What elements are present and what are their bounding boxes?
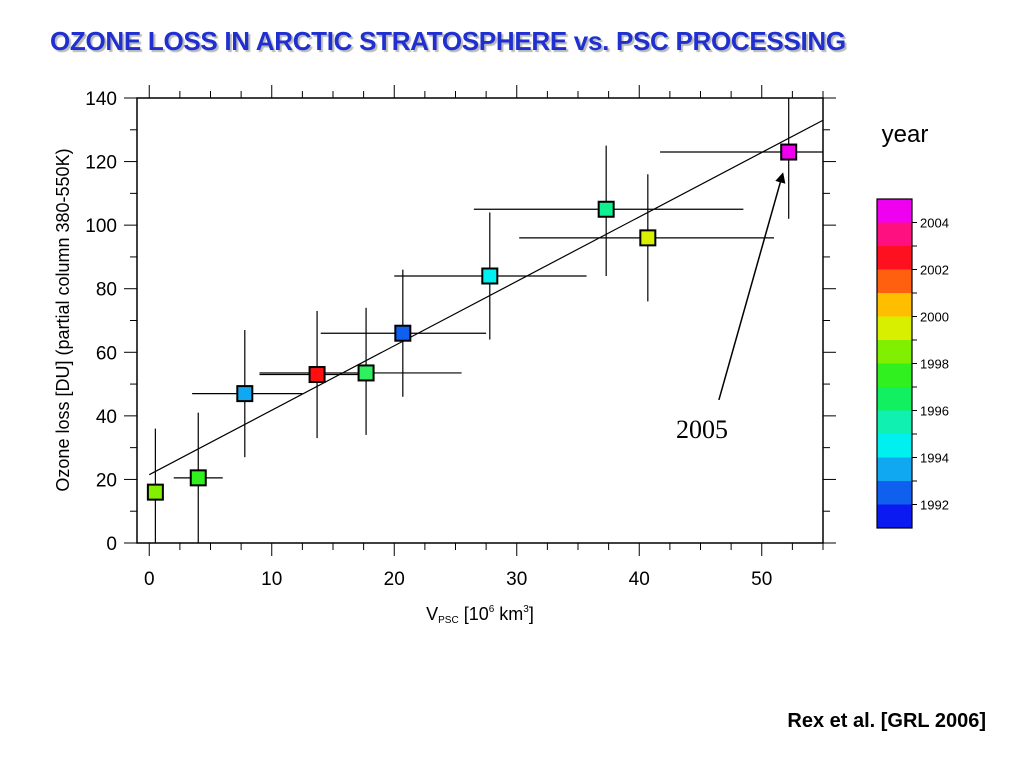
colorbar-label: 2004 xyxy=(920,216,949,231)
x-label-close: ] xyxy=(529,604,534,624)
y-tick-label: 60 xyxy=(96,343,117,364)
colorbar-segment xyxy=(877,410,912,434)
colorbar-segment xyxy=(877,199,912,223)
x-label-sub: PSC xyxy=(438,615,459,626)
regression-line xyxy=(148,119,824,476)
axis-ticks xyxy=(124,85,836,556)
y-tick-label: 100 xyxy=(85,216,117,237)
colorbar-segment xyxy=(877,340,912,364)
annotation-2005: 2005 xyxy=(676,415,728,444)
colorbar-label: 2002 xyxy=(920,263,949,278)
error-bars xyxy=(154,98,823,543)
y-axis-label: Ozone loss [DU] (partial column 380-550K… xyxy=(53,148,73,491)
data-point xyxy=(236,385,254,403)
colorbar-segment xyxy=(877,222,912,246)
colorbar-segment xyxy=(877,316,912,340)
y-tick-label: 120 xyxy=(85,153,117,174)
x-label-unit-exp: 3 xyxy=(523,604,529,615)
colorbar-segment xyxy=(877,293,912,317)
slide-title: OZONE LOSS IN ARCTIC STRATOSPHERE vs. PS… xyxy=(50,26,846,56)
colorbar-label: 1998 xyxy=(920,357,949,372)
y-tick-label: 40 xyxy=(96,407,117,428)
colorbar-segment xyxy=(877,269,912,293)
citation: Rex et al. [GRL 2006] xyxy=(787,710,986,732)
colorbar-label: 1994 xyxy=(920,451,949,466)
plot-frame xyxy=(136,97,824,544)
x-axis-label: VPSC [106 km3] xyxy=(426,604,534,626)
colorbar-segment xyxy=(877,246,912,270)
y-tick-label: 80 xyxy=(96,280,117,301)
x-label-unit: km xyxy=(494,604,523,624)
y-tick-label: 0 xyxy=(106,534,117,555)
data-point xyxy=(639,229,657,247)
x-tick-label: 10 xyxy=(261,569,282,590)
x-label-main: V xyxy=(426,604,438,624)
x-label-rest: [10 xyxy=(459,604,489,624)
data-point xyxy=(308,366,326,384)
colorbar-segment xyxy=(877,387,912,411)
colorbar-segment xyxy=(877,434,912,458)
year-colorbar-labels: 1992 1994 1996 1998 2000 2002 2004 xyxy=(920,216,949,513)
y-tick-label: 20 xyxy=(96,470,117,491)
annotation-arrow xyxy=(718,172,786,401)
y-tick-label: 140 xyxy=(85,89,117,110)
x-tick-label: 20 xyxy=(384,569,405,590)
year-colorbar xyxy=(876,198,917,529)
data-point xyxy=(357,364,375,382)
axis-tick-labels: 0 10 20 30 40 50 0 20 40 60 80 100 120 140 xyxy=(85,89,772,590)
colorbar-label: 2000 xyxy=(920,310,949,325)
colorbar-segment xyxy=(877,504,912,528)
colorbar-label: 1992 xyxy=(920,498,949,513)
data-point xyxy=(481,267,499,285)
colorbar-label: 1996 xyxy=(920,404,949,419)
legend-title: year xyxy=(882,121,929,148)
data-point xyxy=(146,483,164,501)
data-point xyxy=(597,200,615,218)
x-tick-label: 0 xyxy=(144,569,155,590)
data-points xyxy=(146,143,798,501)
x-tick-label: 40 xyxy=(629,569,650,590)
data-point xyxy=(189,469,207,487)
data-point xyxy=(394,324,412,342)
colorbar-segment xyxy=(877,363,912,387)
x-tick-label: 30 xyxy=(506,569,527,590)
colorbar-segment xyxy=(877,481,912,505)
x-label-exp: 6 xyxy=(489,604,495,615)
colorbar-segment xyxy=(877,457,912,481)
x-tick-label: 50 xyxy=(751,569,772,590)
data-point xyxy=(780,143,798,161)
